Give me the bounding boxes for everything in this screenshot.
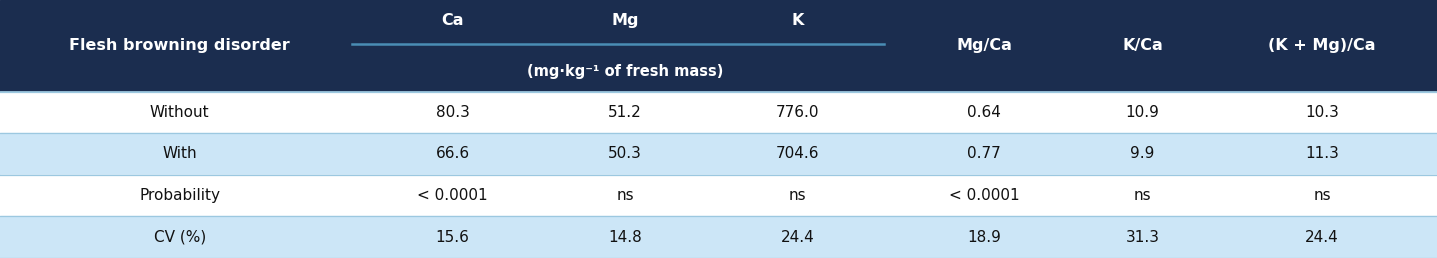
Text: Mg/Ca: Mg/Ca	[957, 38, 1012, 53]
Text: With: With	[162, 147, 197, 162]
Bar	[0, 175, 1437, 216]
Text: CV (%): CV (%)	[154, 230, 205, 245]
Bar	[0, 0, 1437, 92]
Text: 51.2: 51.2	[608, 105, 642, 120]
Text: 0.77: 0.77	[967, 147, 1002, 162]
Text: 66.6: 66.6	[435, 147, 470, 162]
Bar	[0, 133, 1437, 175]
Text: < 0.0001: < 0.0001	[417, 188, 489, 203]
Text: Without: Without	[149, 105, 210, 120]
Text: ns: ns	[1134, 188, 1151, 203]
Text: (K + Mg)/Ca: (K + Mg)/Ca	[1269, 38, 1375, 53]
Bar	[0, 92, 1437, 133]
Text: 31.3: 31.3	[1125, 230, 1160, 245]
Text: Mg: Mg	[611, 13, 639, 28]
Text: 24.4: 24.4	[1305, 230, 1339, 245]
Text: 704.6: 704.6	[776, 147, 819, 162]
Text: 10.9: 10.9	[1125, 105, 1160, 120]
Text: (mg·kg⁻¹ of fresh mass): (mg·kg⁻¹ of fresh mass)	[527, 64, 723, 79]
Text: 14.8: 14.8	[608, 230, 642, 245]
Text: 80.3: 80.3	[435, 105, 470, 120]
Text: ns: ns	[1313, 188, 1331, 203]
Text: 18.9: 18.9	[967, 230, 1002, 245]
Text: Ca: Ca	[441, 13, 464, 28]
Text: 11.3: 11.3	[1305, 147, 1339, 162]
Text: K: K	[792, 13, 803, 28]
Text: 10.3: 10.3	[1305, 105, 1339, 120]
Text: 776.0: 776.0	[776, 105, 819, 120]
Text: < 0.0001: < 0.0001	[948, 188, 1020, 203]
Text: 0.64: 0.64	[967, 105, 1002, 120]
Text: ns: ns	[616, 188, 634, 203]
Text: 24.4: 24.4	[780, 230, 815, 245]
Bar	[0, 216, 1437, 258]
Text: 15.6: 15.6	[435, 230, 470, 245]
Text: Probability: Probability	[139, 188, 220, 203]
Text: K/Ca: K/Ca	[1122, 38, 1163, 53]
Text: ns: ns	[789, 188, 806, 203]
Text: Flesh browning disorder: Flesh browning disorder	[69, 38, 290, 53]
Text: 50.3: 50.3	[608, 147, 642, 162]
Text: 9.9: 9.9	[1131, 147, 1154, 162]
